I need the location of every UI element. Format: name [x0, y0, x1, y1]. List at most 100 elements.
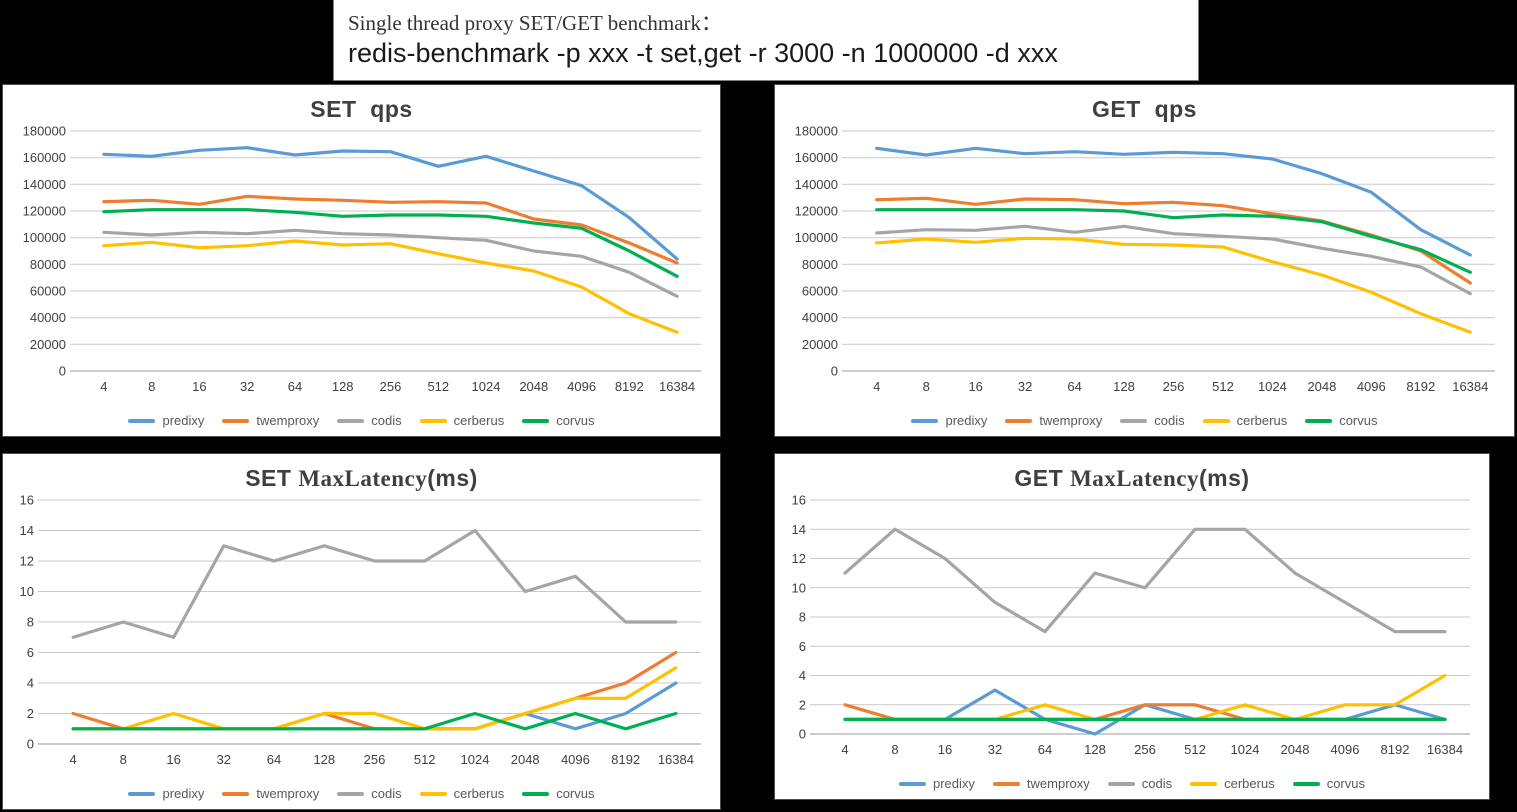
x-axis-label: 64: [1038, 742, 1052, 757]
y-axis-label: 160000: [795, 150, 838, 165]
chart-title-set-qps: SET qps: [310, 93, 412, 125]
chart-title-part-bold: SET: [245, 465, 299, 491]
y-axis-label: 100000: [23, 230, 66, 245]
legend-label-corvus: corvus: [1326, 776, 1365, 791]
legend-label-predixy: predixy: [932, 776, 975, 791]
chart-panel-get-latency: GET MaxLatency(ms) 0 2 4 6 8 10 12 14 16 4 8 16 32 64…: [774, 453, 1490, 800]
x-axis-label: 1024: [461, 752, 490, 767]
x-axis-label: 4096: [1357, 379, 1386, 394]
y-axis-label: 4: [799, 668, 806, 683]
chart-panel-set-latency: SET MaxLatency(ms) 0 2 4 6 8 10 12 14 16 4 8 16 32 64…: [2, 453, 721, 810]
y-axis-label: 4: [27, 676, 34, 691]
legend-label-codis: codis: [1141, 776, 1173, 791]
y-axis-label: 6: [799, 639, 806, 654]
y-axis-label: 10: [20, 584, 34, 599]
x-axis-label: 8192: [615, 379, 644, 394]
legend-item-predixy: predixy: [911, 413, 987, 428]
x-axis-label: 16384: [658, 752, 694, 767]
series-line-codis: [71, 528, 678, 639]
x-axis-label: 2048: [519, 379, 548, 394]
series-line-codis: [102, 228, 679, 298]
legend-label-cerberus: cerberus: [453, 413, 505, 428]
x-axis-label: 512: [414, 752, 436, 767]
get-latency-plot: 0 2 4 6 8 10 12 14 16 4 8 16 32 64 128 256 512 1024 2048 40…: [792, 494, 1470, 757]
series-line-predixy: [875, 146, 1472, 257]
x-axis-label: 8192: [1381, 742, 1410, 757]
chart-title-part-unit: (ms): [1199, 465, 1250, 491]
series-line-codis: [875, 224, 1472, 296]
legend-item-codis: codis: [337, 413, 402, 428]
x-axis-label: 512: [1184, 742, 1206, 757]
legend-label-predixy: predixy: [162, 786, 205, 801]
legend-label-codis: codis: [371, 413, 402, 428]
x-axis-label: 8192: [611, 752, 640, 767]
legend-label-codis: codis: [1154, 413, 1185, 428]
legend-item-codis: codis: [337, 786, 402, 801]
legend-swatch-predixy: [128, 791, 156, 796]
y-axis-label: 12: [20, 554, 34, 569]
x-axis-label: 16384: [1452, 379, 1488, 394]
set-latency-plot: 0 2 4 6 8 10 12 14 16 4 8 16 32 64 128 256 512 1024 2048 40…: [20, 494, 701, 767]
series-line-codis: [843, 527, 1447, 634]
y-axis-label: 12: [792, 551, 806, 566]
legend-label-cerberus: cerberus: [1236, 413, 1288, 428]
legend-label-corvus: corvus: [556, 786, 595, 801]
chart-title-part-bold: GET qps: [1092, 96, 1197, 122]
legend-item-corvus: corvus: [522, 786, 595, 801]
x-axis-label: 16: [938, 742, 952, 757]
y-axis-label: 180000: [795, 125, 838, 139]
x-axis-label: 16384: [659, 379, 695, 394]
x-axis-label: 256: [1163, 379, 1185, 394]
x-axis-label: 4096: [567, 379, 596, 394]
legend-item-twemproxy: twemproxy: [222, 413, 319, 428]
legend-item-cerberus: cerberus: [419, 786, 504, 801]
y-axis-label: 100000: [795, 230, 838, 245]
legend-swatch-twemproxy: [1005, 418, 1033, 423]
x-axis-label: 32: [988, 742, 1002, 757]
legend-swatch-codis: [1107, 781, 1135, 786]
x-axis-label: 128: [332, 379, 354, 394]
y-axis-label: 60000: [802, 284, 838, 299]
y-axis-label: 40000: [30, 310, 66, 325]
y-axis-label: 8: [27, 615, 34, 630]
y-axis-label: 20000: [30, 337, 66, 352]
legend-swatch-codis: [337, 418, 365, 423]
legend-item-predixy: predixy: [128, 786, 204, 801]
legend-label-cerberus: cerberus: [1224, 776, 1275, 791]
legend-swatch-cerberus: [419, 418, 447, 423]
x-axis-label: 2048: [1307, 379, 1336, 394]
legend-label-twemproxy: twemproxy: [256, 413, 320, 428]
y-axis-label: 2: [27, 706, 34, 721]
y-axis-label: 140000: [23, 177, 66, 192]
x-axis-label: 2048: [511, 752, 540, 767]
x-axis-label: 1024: [1258, 379, 1287, 394]
get-qps-plot: 0 20000 40000 60000 80000 100000 120000 140000 1…: [795, 125, 1495, 394]
y-axis-label: 60000: [30, 284, 66, 299]
y-axis-label: 80000: [802, 257, 838, 272]
x-axis-label: 16384: [1427, 742, 1463, 757]
benchmark-title: Single thread proxy SET/GET benchmark：: [348, 11, 723, 35]
x-axis-label: 32: [240, 379, 254, 394]
y-axis-label: 40000: [802, 310, 838, 325]
x-axis-label: 8192: [1406, 379, 1435, 394]
chart-title-get-latency: GET MaxLatency(ms): [1014, 462, 1249, 494]
series-line-cerberus: [875, 236, 1472, 334]
x-axis-label: 4: [873, 379, 880, 394]
benchmark-command: redis-benchmark -p xxx -t set,get -r 300…: [348, 38, 1058, 68]
legend-swatch-predixy: [911, 418, 939, 423]
y-axis-label: 14: [20, 523, 34, 538]
x-axis-label: 4096: [561, 752, 590, 767]
legend-item-codis: codis: [1107, 776, 1173, 791]
chart-title-part-bold: SET qps: [310, 96, 413, 122]
legend-item-corvus: corvus: [1292, 776, 1365, 791]
series-line-predixy: [102, 146, 679, 261]
x-axis-label: 256: [380, 379, 402, 394]
legend-swatch-twemproxy: [222, 791, 250, 796]
y-axis-label: 6: [27, 645, 34, 660]
x-axis-label: 4: [69, 752, 76, 767]
legend-item-codis: codis: [1120, 413, 1185, 428]
x-axis-label: 16: [166, 752, 180, 767]
legend-swatch-predixy: [128, 418, 156, 423]
legend-item-corvus: corvus: [1305, 413, 1378, 428]
legend-swatch-corvus: [1305, 418, 1333, 423]
